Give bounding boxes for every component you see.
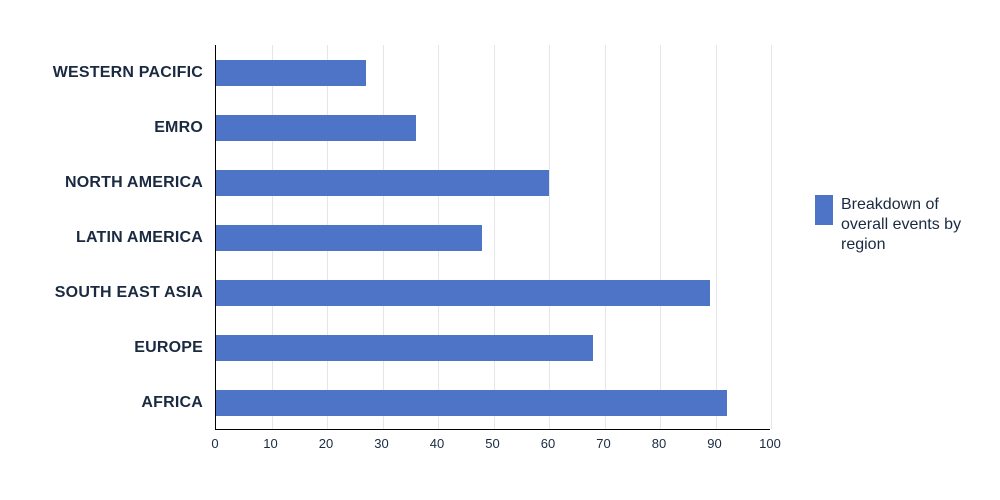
x-tick-label: 0	[211, 436, 218, 451]
grid-line	[660, 45, 661, 429]
y-axis-label: LATIN AMERICA	[76, 229, 203, 247]
y-axis-label: NORTH AMERICA	[65, 174, 203, 192]
bar	[216, 170, 549, 196]
chart-container: WESTERN PACIFIC EMRO NORTH AMERICA LATIN AM…	[0, 0, 1000, 500]
x-tick-label: 70	[596, 436, 610, 451]
grid-line	[716, 45, 717, 429]
plot-area	[215, 45, 770, 430]
bar	[216, 115, 416, 141]
grid-line	[549, 45, 550, 429]
x-tick-label: 30	[374, 436, 388, 451]
legend-label: Breakdown of overall events by region	[841, 195, 981, 255]
y-axis-label: EMRO	[154, 119, 203, 137]
bar	[216, 280, 710, 306]
grid-line	[771, 45, 772, 429]
x-tick-label: 10	[263, 436, 277, 451]
bar	[216, 60, 366, 86]
y-axis-label: SOUTH EAST ASIA	[55, 284, 203, 302]
legend-swatch	[815, 195, 833, 225]
bar	[216, 335, 593, 361]
legend: Breakdown of overall events by region	[815, 195, 981, 255]
bar	[216, 390, 727, 416]
x-tick-label: 80	[652, 436, 666, 451]
y-axis-label: EUROPE	[134, 339, 203, 357]
x-tick-label: 100	[759, 436, 781, 451]
y-axis-label: WESTERN PACIFIC	[53, 64, 203, 82]
x-tick-label: 40	[430, 436, 444, 451]
x-tick-label: 20	[319, 436, 333, 451]
x-tick-label: 90	[707, 436, 721, 451]
bar	[216, 225, 482, 251]
x-tick-label: 60	[541, 436, 555, 451]
grid-line	[605, 45, 606, 429]
y-axis-label: AFRICA	[141, 394, 203, 412]
x-tick-label: 50	[485, 436, 499, 451]
grid-line	[494, 45, 495, 429]
